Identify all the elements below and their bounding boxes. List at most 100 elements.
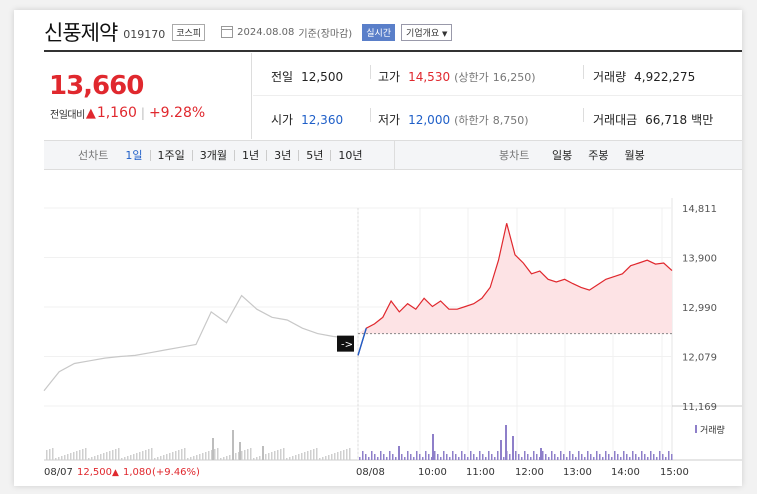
volume-bar — [346, 449, 348, 460]
volume-bar — [331, 454, 333, 460]
upper-limit-value: 16,250) — [492, 71, 536, 84]
realtime-button[interactable]: 실시간 — [362, 23, 396, 41]
volume-bar — [581, 454, 583, 460]
chevron-down-icon: ▼ — [442, 29, 448, 38]
volume-bar — [554, 454, 556, 460]
volume-bar — [340, 451, 342, 460]
volume-bar — [166, 454, 168, 460]
stat-divider — [583, 65, 584, 79]
volume-bar — [212, 438, 214, 460]
volume-bar — [404, 457, 406, 460]
volume-bar — [76, 451, 78, 460]
base-marker-arrow: -> — [341, 340, 353, 351]
candle-chart-label: 봉차트 — [499, 149, 530, 162]
period-3m[interactable]: 3개월 — [191, 149, 234, 161]
volume-bar — [289, 457, 291, 460]
period-1w[interactable]: 1주일 — [149, 149, 192, 161]
company-overview-dropdown[interactable]: 기업개요 ▼ — [401, 23, 453, 41]
volume-bar — [199, 454, 201, 460]
change-value: 1,160 — [96, 105, 137, 121]
volume-bar — [316, 448, 318, 460]
volume-bar — [488, 451, 490, 460]
volume-bar — [106, 452, 108, 460]
volume-bar — [175, 451, 177, 460]
volume-bar — [82, 449, 84, 460]
volume-bar — [334, 453, 336, 460]
volume-bar — [500, 440, 502, 460]
price-box: 13,660 전일대비 ▲ 1,160 | +9.28% — [44, 53, 252, 139]
stat-volume: 거래량 4,922,275 — [593, 68, 695, 85]
candle-monthly[interactable]: 월봉 — [624, 149, 645, 162]
volume-bar — [49, 449, 51, 460]
volume-legend-swatch — [695, 425, 697, 433]
volume-bar — [428, 454, 430, 460]
volume-bar — [656, 457, 658, 460]
stat-low: 저가 12,000 (하한가 8,750) — [378, 111, 529, 128]
volume-bar — [626, 454, 628, 460]
volume-bar — [602, 457, 604, 460]
volume-bar — [464, 454, 466, 460]
volume-bar — [521, 457, 523, 460]
volume-bar — [617, 454, 619, 460]
volume-bar — [250, 448, 252, 460]
volume-bar — [244, 450, 246, 460]
volume-bar — [94, 456, 96, 460]
candle-weekly[interactable]: 주봉 — [588, 149, 609, 162]
volume-bar — [100, 454, 102, 460]
low-label: 저가 — [378, 113, 401, 127]
y-tick-label: 13,900 — [682, 254, 717, 265]
line-chart-label: 선차트 — [78, 149, 109, 162]
period-1y[interactable]: 1년 — [234, 149, 266, 161]
period-3y[interactable]: 3년 — [266, 149, 298, 161]
volume-bar — [157, 457, 159, 460]
volume-bar — [671, 454, 673, 460]
market-tag: 코스피 — [172, 23, 206, 41]
volume-bar — [280, 449, 282, 460]
period-5y[interactable]: 5년 — [298, 149, 330, 161]
volume-bar — [494, 457, 496, 460]
volume-bar — [473, 454, 475, 460]
volume-bar — [485, 457, 487, 460]
volume-bar — [416, 451, 418, 460]
volume-bar — [271, 452, 273, 460]
volume-bar — [395, 457, 397, 460]
stat-high: 고가 14,530 (상한가 16,250) — [378, 68, 536, 85]
volume-bar — [362, 451, 364, 460]
volume-bar — [593, 457, 595, 460]
volume-bars — [46, 425, 673, 460]
volume-bar — [223, 457, 225, 460]
volume-bar — [70, 453, 72, 460]
volume-bar — [259, 456, 261, 460]
volume-bar — [148, 449, 150, 460]
period-10y[interactable]: 10년 — [330, 149, 369, 161]
volume-bar — [193, 456, 195, 460]
volume-bar — [142, 451, 144, 460]
title-bar: 신풍제약 019170 코스피 2024.08.08 기준(장마감) 실시간 기… — [44, 16, 742, 48]
volume-bar — [130, 455, 132, 460]
amount-unit: 백만 — [691, 113, 714, 127]
volume-bar — [422, 457, 424, 460]
volume-bar — [310, 450, 312, 460]
volume-bar — [641, 451, 643, 460]
volume-bar — [202, 453, 204, 460]
volume-bar — [560, 451, 562, 460]
volume-bar — [88, 458, 90, 460]
stat-prev-close: 전일 12,500 — [271, 68, 343, 85]
volume-bar — [530, 457, 532, 460]
stat-open: 시가 12,360 — [271, 111, 343, 128]
candle-daily[interactable]: 일봉 — [552, 149, 573, 162]
volume-bar — [432, 434, 434, 460]
volume-bar — [401, 454, 403, 460]
period-1d[interactable]: 1일 — [125, 148, 143, 162]
volume-bar — [253, 458, 255, 460]
volume-bar — [386, 457, 388, 460]
upper-limit-label: (상한가 — [454, 71, 489, 84]
volume-bar — [668, 451, 670, 460]
volume-bar — [425, 451, 427, 460]
chart-card — [14, 10, 742, 486]
volume-bar — [587, 451, 589, 460]
volume-bar — [55, 458, 57, 460]
volume-bar — [563, 454, 565, 460]
x-tick-label: 15:00 — [660, 467, 689, 478]
volume-bar — [533, 451, 535, 460]
